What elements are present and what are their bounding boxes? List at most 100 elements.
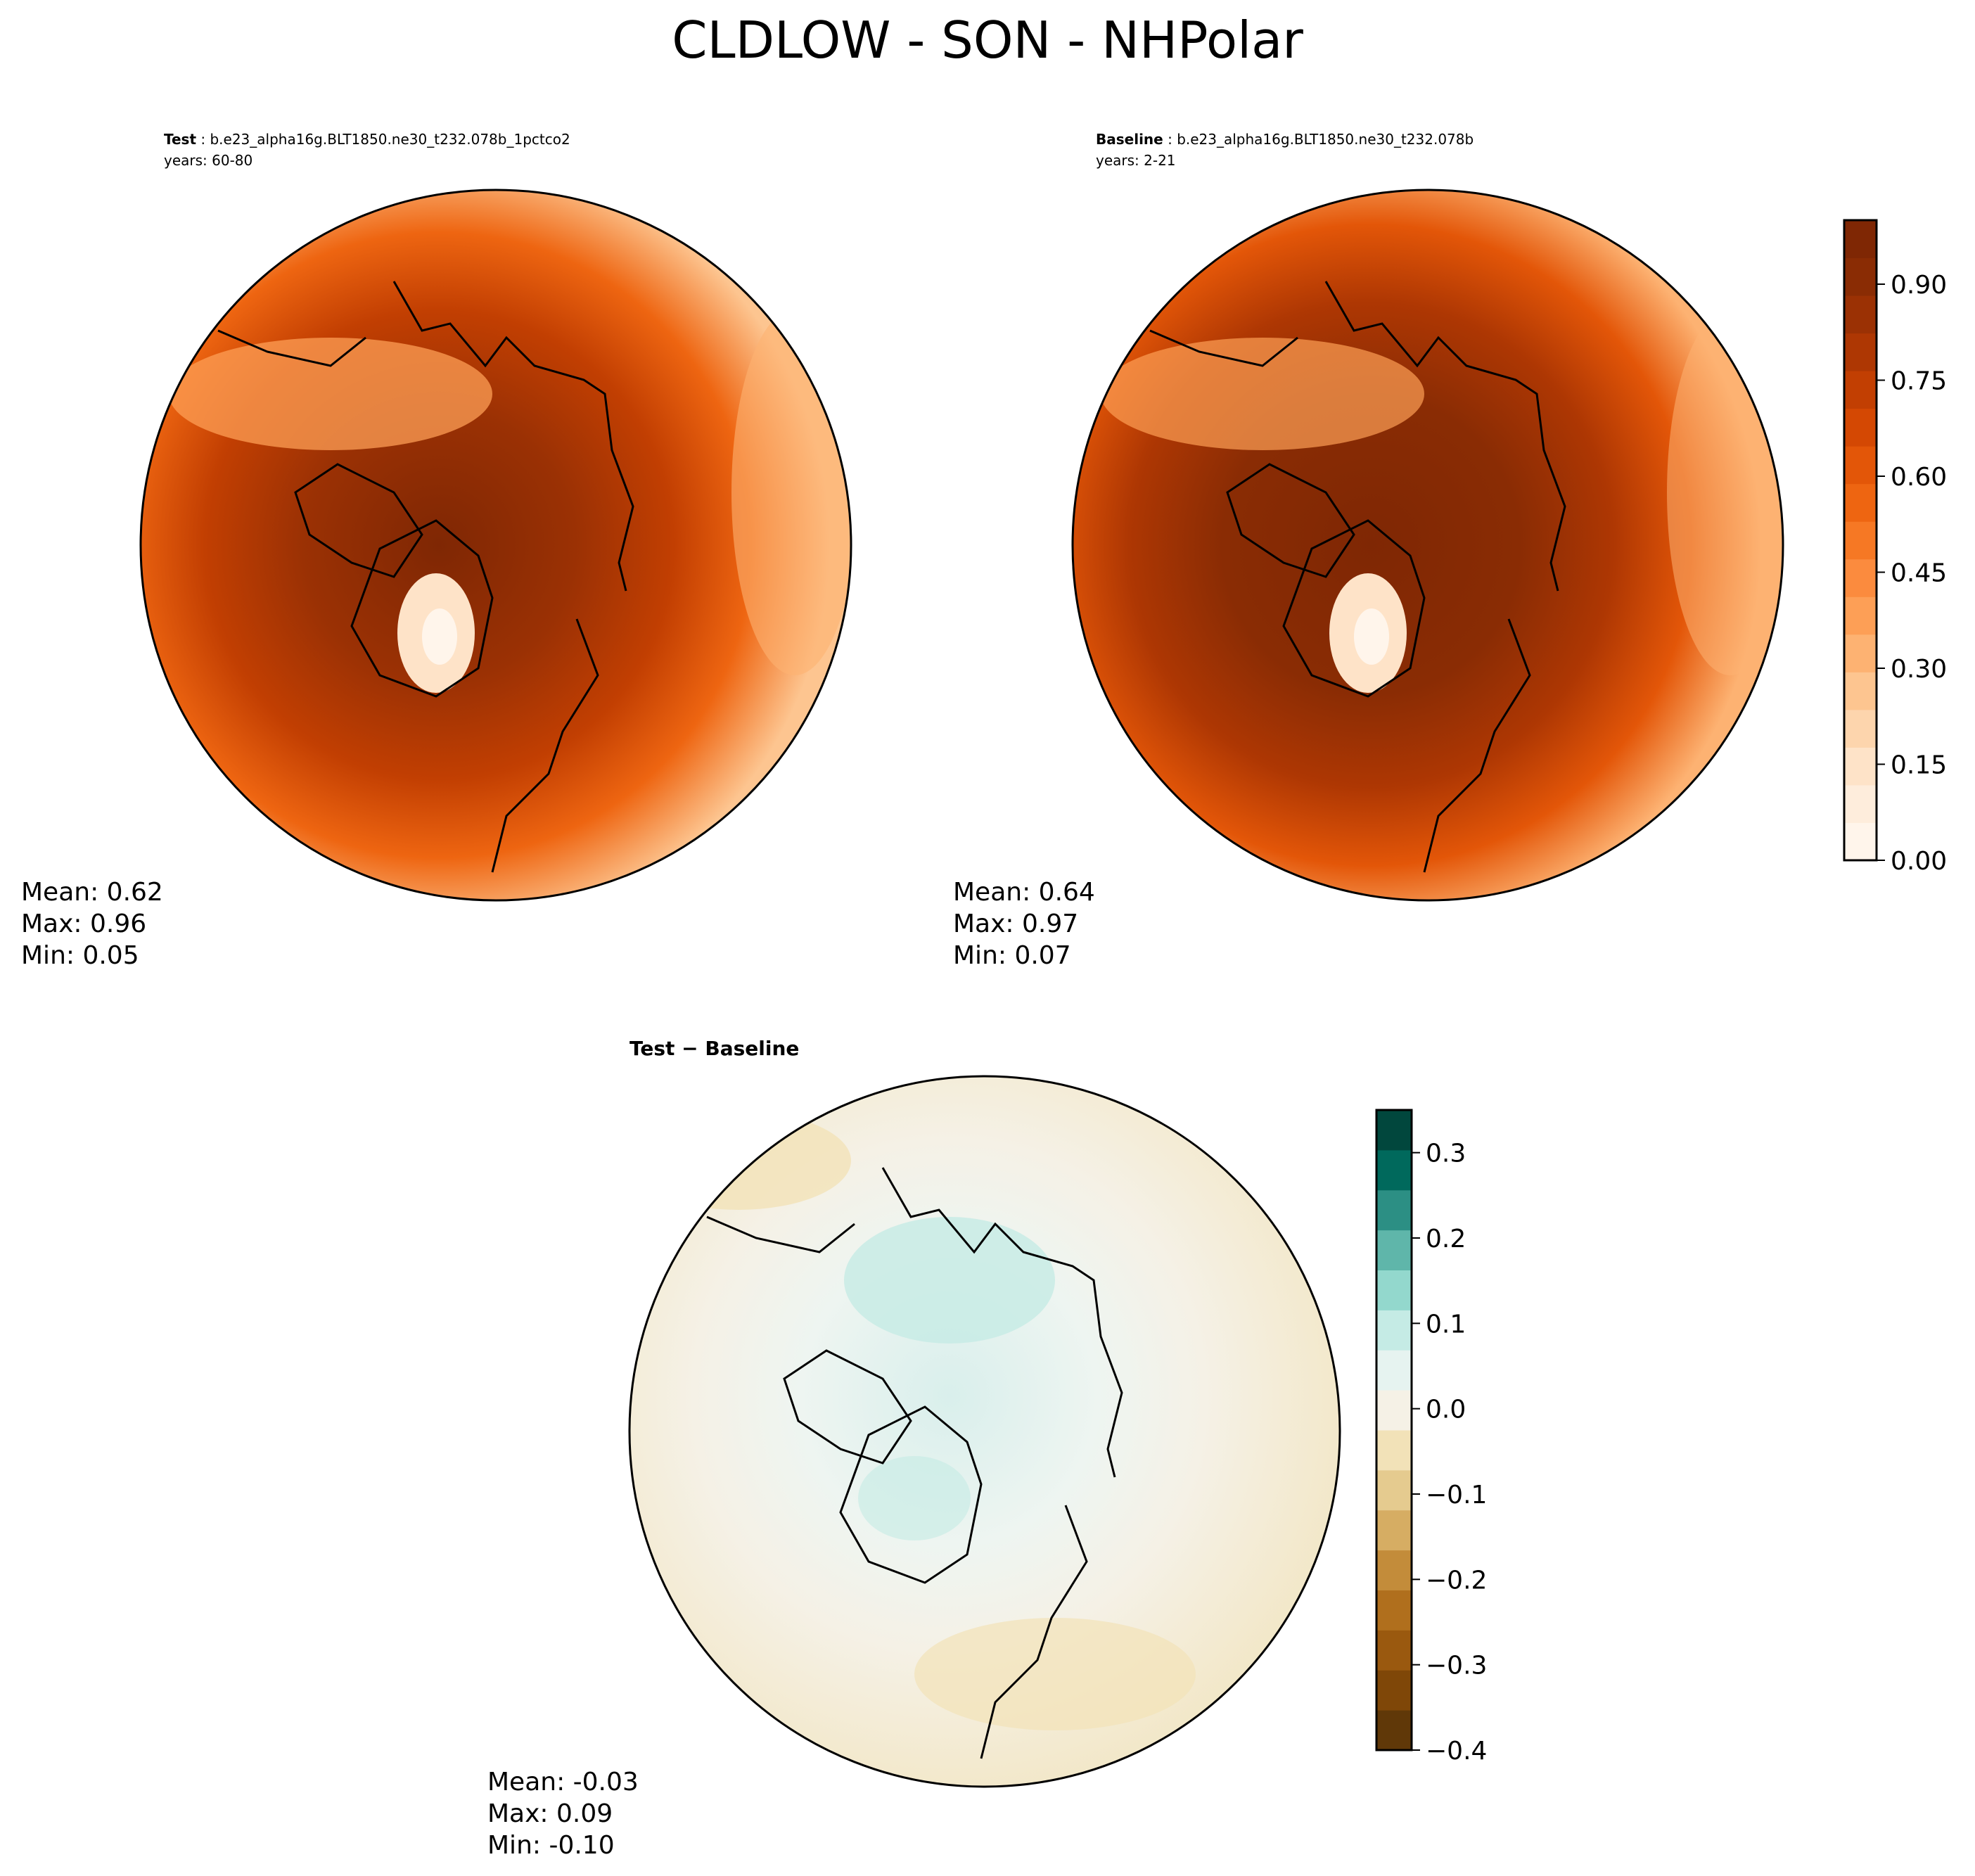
colorbar-difference-swatch bbox=[1376, 1189, 1412, 1231]
map-baseline-coastline-archipelago bbox=[1226, 463, 1355, 578]
panel-test-case: b.e23_alpha16g.BLT1850.ne30_t232.078b_1p… bbox=[210, 131, 570, 148]
colorbar-difference-swatch bbox=[1376, 1550, 1412, 1590]
colorbar-difference-swatch bbox=[1376, 1270, 1412, 1310]
colorbar-difference-tick-label: −0.2 bbox=[1426, 1566, 1487, 1595]
colorbar-difference-tick-label: −0.1 bbox=[1426, 1481, 1487, 1510]
colorbar-absolute-swatch bbox=[1844, 784, 1877, 823]
map-test-lowcloud-siberia bbox=[169, 338, 492, 450]
colorbar-difference-swatch bbox=[1376, 1149, 1412, 1191]
map-test-coastline-asia bbox=[392, 281, 634, 592]
colorbar-absolute: 0.00 0.15 0.30 0.45 0.60 0.75 0.90 bbox=[1843, 219, 1947, 876]
colorbar-absolute-tick-label: 0.30 bbox=[1891, 655, 1947, 684]
panel-test-label: Test bbox=[164, 131, 196, 148]
figure-title: CLDLOW - SON - NHPolar bbox=[672, 11, 1303, 70]
map-diff-coastline-europe bbox=[980, 1505, 1088, 1759]
map-baseline-coastline-greenland bbox=[1282, 519, 1426, 698]
colorbar-difference-swatch bbox=[1376, 1469, 1412, 1511]
map-diff-coastline-east bbox=[706, 1215, 855, 1253]
map-diff-coastline-greenland bbox=[839, 1405, 983, 1584]
colorbar-absolute-swatch bbox=[1844, 295, 1877, 334]
colorbar-absolute-swatch bbox=[1844, 521, 1877, 560]
panel-diff-min: Min: -0.10 bbox=[487, 1831, 615, 1860]
colorbar-absolute-tick-label: 0.00 bbox=[1891, 847, 1947, 876]
panel-baseline-years: years: 2-21 bbox=[1096, 152, 1176, 169]
colorbar-absolute-swatch bbox=[1844, 709, 1877, 748]
colorbar-absolute-tick-label: 0.15 bbox=[1891, 751, 1947, 780]
map-diff-boundary bbox=[628, 1075, 1341, 1788]
panel-baseline-label: Baseline bbox=[1096, 131, 1163, 148]
colorbar-difference-swatch bbox=[1376, 1310, 1412, 1351]
panel-baseline-mean: Mean: 0.64 bbox=[953, 878, 1095, 907]
panel-diff: Test − Baseline Mean: -0.03 Max: 0.09 Mi… bbox=[487, 1037, 1341, 1860]
colorbar-absolute-swatch bbox=[1844, 371, 1877, 409]
colorbar-difference-swatch bbox=[1376, 1710, 1412, 1751]
panel-baseline-case: b.e23_alpha16g.BLT1850.ne30_t232.078b bbox=[1177, 131, 1474, 148]
panel-test-min: Min: 0.05 bbox=[21, 941, 139, 970]
map-diff-increase-arctic bbox=[844, 1217, 1055, 1344]
map-baseline-coastline-east bbox=[1149, 329, 1298, 367]
map-baseline-lowcloud-siberia bbox=[1101, 338, 1424, 450]
colorbar-difference-tick-label: 0.0 bbox=[1426, 1396, 1466, 1424]
colorbar-absolute-tick-label: 0.45 bbox=[1891, 559, 1947, 588]
panel-test: Test : b.e23_alpha16g.BLT1850.ne30_t232.… bbox=[21, 131, 852, 970]
colorbar-absolute-swatch bbox=[1844, 333, 1877, 371]
map-test-lowcloud-pacific bbox=[731, 310, 851, 675]
colorbar-absolute-swatch bbox=[1844, 596, 1877, 635]
colorbar-difference-tick-label: 0.2 bbox=[1426, 1225, 1466, 1253]
map-baseline-greenland-min bbox=[1354, 608, 1389, 665]
colorbar-absolute-tick-label: 0.90 bbox=[1891, 271, 1947, 300]
map-test-boundary bbox=[139, 189, 852, 902]
colorbar-difference-swatch bbox=[1376, 1350, 1412, 1391]
panel-baseline-max: Max: 0.97 bbox=[953, 910, 1078, 938]
colorbar-absolute-swatch bbox=[1844, 257, 1877, 296]
colorbar-difference-swatch bbox=[1376, 1630, 1412, 1671]
panel-baseline-title: Baseline : b.e23_alpha16g.BLT1850.ne30_t… bbox=[1096, 131, 1474, 148]
map-diff-decrease-south bbox=[914, 1618, 1196, 1730]
colorbar-difference-tick-label: 0.3 bbox=[1426, 1140, 1466, 1168]
colorbar-absolute-swatch bbox=[1844, 483, 1877, 522]
map-diff-field bbox=[629, 1076, 1340, 1787]
map-diff-increase-greenland bbox=[858, 1456, 971, 1540]
colorbar-difference-tick-label: −0.3 bbox=[1426, 1652, 1487, 1680]
colorbar-difference-frame bbox=[1375, 1109, 1413, 1751]
map-baseline-coastline-europe bbox=[1423, 618, 1531, 873]
panel-diff-max: Max: 0.09 bbox=[487, 1799, 613, 1828]
panel-test-years: years: 60-80 bbox=[164, 152, 253, 169]
map-test bbox=[141, 190, 851, 900]
map-diff-coastline-asia bbox=[881, 1167, 1123, 1478]
panel-baseline: Baseline : b.e23_alpha16g.BLT1850.ne30_t… bbox=[953, 131, 1784, 970]
colorbar-absolute-swatch bbox=[1844, 408, 1877, 447]
colorbar-absolute-swatch bbox=[1844, 822, 1877, 861]
colorbar-difference-tick-label: −0.4 bbox=[1426, 1737, 1487, 1766]
map-diff-decrease-north bbox=[629, 1111, 851, 1210]
colorbar-absolute-swatch bbox=[1844, 220, 1877, 259]
map-baseline-boundary bbox=[1071, 189, 1784, 902]
colorbar-absolute-tick-label: 0.60 bbox=[1891, 463, 1947, 492]
map-test-coastline-archipelago bbox=[294, 463, 423, 578]
colorbar-absolute-tick-label: 0.75 bbox=[1891, 367, 1947, 396]
panel-test-max: Max: 0.96 bbox=[21, 910, 146, 938]
colorbar-difference: −0.4 −0.3 −0.2 −0.1 0.0 0.1 0.2 0.3 bbox=[1375, 1109, 1487, 1766]
map-test-greenland-min bbox=[422, 608, 457, 665]
panel-baseline-min: Min: 0.07 bbox=[953, 941, 1071, 970]
map-test-coastline-europe bbox=[491, 618, 599, 873]
panel-test-title: Test : b.e23_alpha16g.BLT1850.ne30_t232.… bbox=[164, 131, 570, 148]
colorbar-difference-swatch bbox=[1376, 1590, 1412, 1631]
panel-diff-mean: Mean: -0.03 bbox=[487, 1768, 639, 1797]
map-baseline-coastline-asia bbox=[1324, 281, 1566, 592]
map-diff bbox=[629, 1076, 1340, 1787]
panel-test-mean: Mean: 0.62 bbox=[21, 878, 163, 907]
colorbar-difference-swatch bbox=[1376, 1510, 1412, 1551]
colorbar-absolute-swatch bbox=[1844, 747, 1877, 786]
colorbar-absolute-frame bbox=[1843, 219, 1878, 862]
colorbar-difference-swatch bbox=[1376, 1230, 1412, 1270]
map-test-coastline-greenland bbox=[350, 519, 494, 698]
colorbar-difference-swatch bbox=[1376, 1110, 1412, 1151]
map-diff-coastline-archipelago bbox=[783, 1349, 912, 1465]
colorbar-difference-swatch bbox=[1376, 1670, 1412, 1711]
map-test-coastline-east bbox=[217, 329, 366, 367]
colorbar-absolute-swatch bbox=[1844, 672, 1877, 710]
colorbar-absolute-swatch bbox=[1844, 446, 1877, 485]
colorbar-difference-swatch bbox=[1376, 1390, 1412, 1431]
colorbar-difference-tick-label: 0.1 bbox=[1426, 1310, 1466, 1339]
